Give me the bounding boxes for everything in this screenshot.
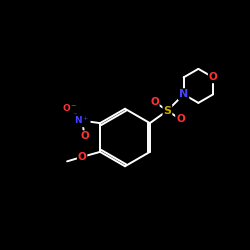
Text: O: O bbox=[176, 114, 185, 124]
Text: O$^-$: O$^-$ bbox=[62, 102, 78, 113]
Text: N$^+$: N$^+$ bbox=[74, 115, 90, 126]
Text: O: O bbox=[78, 152, 86, 162]
Text: S: S bbox=[164, 106, 172, 116]
Text: N: N bbox=[179, 90, 188, 99]
Text: N: N bbox=[179, 90, 188, 99]
Text: O: O bbox=[80, 131, 89, 141]
Text: O: O bbox=[209, 72, 218, 83]
Text: O: O bbox=[150, 97, 159, 107]
